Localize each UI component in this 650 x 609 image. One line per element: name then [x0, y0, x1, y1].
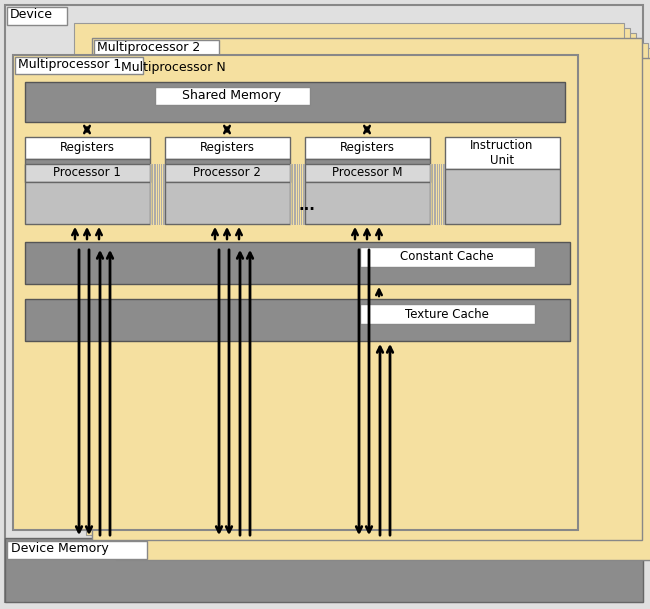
Bar	[110, 53, 650, 555]
Text: ...: ...	[298, 199, 315, 214]
Bar	[25, 159, 150, 182]
Text: Texture Cache: Texture Cache	[405, 308, 489, 320]
Text: Registers: Registers	[60, 141, 114, 155]
Bar	[25, 82, 565, 122]
Text: Device: Device	[10, 8, 53, 21]
Bar	[7, 541, 147, 559]
Text: Constant Cache: Constant Cache	[400, 250, 494, 264]
Bar	[25, 137, 150, 159]
Bar	[7, 7, 67, 25]
Text: Device Memory: Device Memory	[11, 542, 109, 555]
Bar	[80, 28, 630, 530]
Bar	[25, 164, 150, 182]
Bar	[86, 33, 636, 535]
Bar	[165, 164, 290, 182]
Bar	[13, 55, 578, 530]
Text: Processor M: Processor M	[332, 166, 402, 180]
Bar	[445, 137, 560, 169]
Bar	[92, 38, 642, 540]
Bar	[98, 43, 648, 545]
Bar	[25, 242, 570, 284]
Text: Multiprocessor 1: Multiprocessor 1	[18, 58, 122, 71]
Text: Instruction
Unit: Instruction Unit	[471, 139, 534, 167]
Bar	[25, 299, 570, 341]
Bar	[155, 87, 310, 105]
Bar	[94, 40, 219, 57]
Text: Registers: Registers	[339, 141, 395, 155]
Bar	[25, 182, 150, 224]
Bar	[305, 159, 430, 182]
Bar	[165, 137, 290, 159]
Text: Shared Memory: Shared Memory	[183, 90, 281, 102]
Bar	[305, 164, 430, 182]
Bar	[116, 58, 650, 560]
Bar	[15, 57, 143, 74]
Bar	[104, 48, 650, 550]
Bar	[445, 169, 560, 224]
Bar	[305, 182, 430, 224]
Bar	[360, 247, 535, 267]
Bar	[118, 60, 243, 77]
Bar	[165, 159, 290, 182]
Bar	[5, 538, 643, 602]
Text: Registers: Registers	[200, 141, 255, 155]
Bar	[74, 23, 624, 525]
Text: Multiprocessor N: Multiprocessor N	[121, 61, 226, 74]
Bar	[305, 137, 430, 159]
Bar	[116, 58, 650, 560]
Text: Processor 1: Processor 1	[53, 166, 121, 180]
Text: Multiprocessor 2: Multiprocessor 2	[97, 41, 200, 54]
Text: Processor 2: Processor 2	[193, 166, 261, 180]
Bar	[360, 304, 535, 324]
Bar	[165, 182, 290, 224]
Bar	[92, 38, 642, 540]
